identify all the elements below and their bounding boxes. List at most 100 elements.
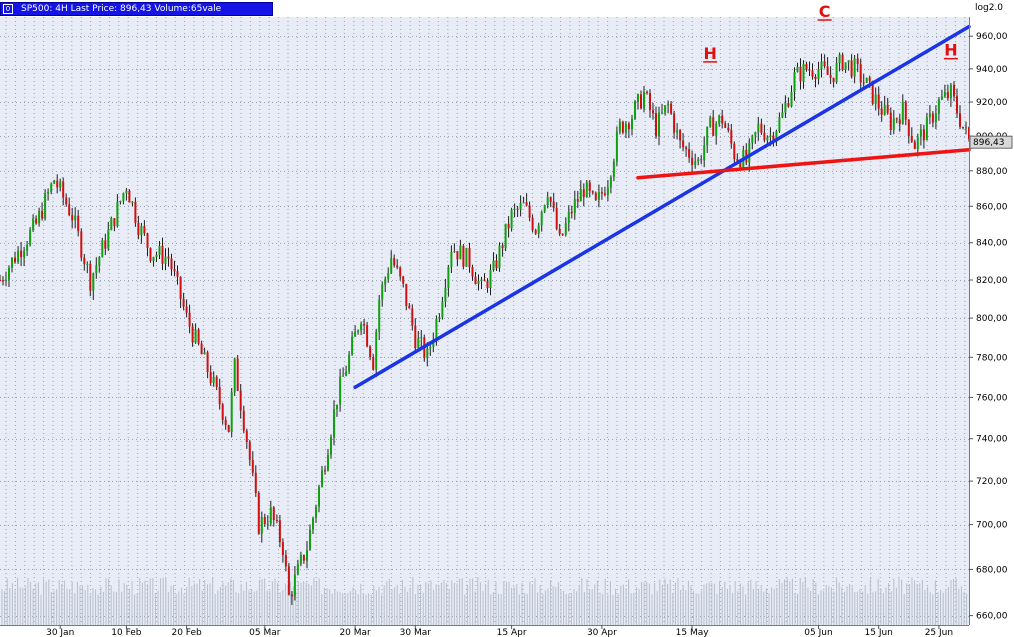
candle-body xyxy=(272,507,275,520)
candle-body xyxy=(387,273,390,279)
trendlines[interactable] xyxy=(353,24,971,390)
candle xyxy=(676,123,679,140)
candle xyxy=(471,264,474,281)
candle xyxy=(56,174,59,194)
candle xyxy=(543,204,546,214)
time-axis[interactable]: 30 Jan 10 Feb 20 Feb 05 Mar 20 Mar 30 Mar 15 A… xyxy=(46,625,953,637)
candle-body xyxy=(965,127,967,129)
candle-body xyxy=(606,187,609,195)
candle xyxy=(757,116,760,141)
candle xyxy=(673,110,676,139)
candle xyxy=(796,62,799,73)
candle xyxy=(62,177,65,206)
candle xyxy=(152,256,155,267)
candle xyxy=(811,63,814,80)
candle-body xyxy=(429,346,432,349)
candle xyxy=(489,264,492,296)
candle-body xyxy=(510,209,513,229)
candle-body xyxy=(315,506,317,519)
candle xyxy=(892,110,895,135)
x-tick-label: 30 Jan xyxy=(46,628,74,637)
candle-body xyxy=(128,190,131,203)
candle xyxy=(170,253,173,276)
candle-body xyxy=(173,269,176,272)
candle-body xyxy=(278,520,281,543)
candle xyxy=(778,112,781,133)
candle-body xyxy=(898,119,901,124)
candle xyxy=(928,105,931,125)
scale-mode-label[interactable]: log2.0 xyxy=(975,3,1004,13)
candle xyxy=(236,355,239,392)
candle xyxy=(956,88,958,118)
candle-body xyxy=(321,470,323,487)
candle xyxy=(167,247,170,267)
candle-body xyxy=(504,223,507,249)
candle-body xyxy=(20,250,23,258)
candle xyxy=(564,217,567,237)
candle-body xyxy=(471,267,474,277)
candle xyxy=(203,347,206,355)
candle xyxy=(814,74,817,88)
candle-body xyxy=(405,283,408,306)
candle-body xyxy=(697,159,700,162)
candle xyxy=(306,541,308,569)
candle-body xyxy=(384,278,387,285)
y-tick-label: 940,00 xyxy=(976,65,1008,75)
candle-body xyxy=(351,336,354,355)
candle xyxy=(441,296,444,320)
trendline xyxy=(353,24,971,390)
y-tick-label: 780,00 xyxy=(976,353,1008,363)
candle xyxy=(721,109,724,129)
candle-body xyxy=(312,518,314,530)
candle xyxy=(706,126,709,153)
candle xyxy=(685,145,688,157)
candle xyxy=(272,506,275,527)
candle xyxy=(501,242,504,257)
candle xyxy=(14,251,16,264)
candle-body xyxy=(706,126,709,146)
candle xyxy=(751,134,754,150)
candle-body xyxy=(540,211,543,226)
candle xyxy=(224,416,227,430)
candle xyxy=(504,223,507,252)
candle-body xyxy=(627,123,630,130)
candle-body xyxy=(402,276,405,284)
candle-body xyxy=(408,306,411,309)
candle xyxy=(555,202,558,231)
candle xyxy=(408,303,411,309)
price-axis[interactable]: 660,00 680,00 700,00 720,00 740,00 760,00 780,… xyxy=(969,32,1008,622)
candle-body xyxy=(844,62,847,70)
candle-body xyxy=(558,228,561,234)
candle-body xyxy=(453,251,456,253)
candle-body xyxy=(89,263,92,291)
candle xyxy=(546,191,549,209)
candle xyxy=(498,242,501,272)
candle-body xyxy=(59,181,62,188)
candle-body xyxy=(92,273,95,291)
candle xyxy=(417,331,420,349)
candle xyxy=(576,191,579,209)
candle xyxy=(856,53,859,72)
candle xyxy=(140,222,143,244)
candle xyxy=(197,327,200,346)
candle-body xyxy=(757,123,760,133)
candle-body xyxy=(907,119,910,136)
candle-body xyxy=(333,409,335,438)
chart-title-strip[interactable]: 0 SP500: 4H Last Price: 896,43 Volume:65… xyxy=(0,2,273,16)
candle xyxy=(507,216,510,238)
candle xyxy=(880,101,883,122)
candle xyxy=(703,136,706,168)
candle xyxy=(86,261,89,274)
candle xyxy=(904,100,907,126)
candle-body xyxy=(29,229,32,245)
candle xyxy=(910,127,913,143)
candle-body xyxy=(498,245,501,269)
candle xyxy=(242,405,245,434)
window-box-icon[interactable]: 0 xyxy=(3,4,13,14)
candle-body xyxy=(35,218,38,224)
candle-body xyxy=(65,197,68,205)
candle xyxy=(486,278,489,293)
candle xyxy=(251,451,254,477)
candle-body xyxy=(182,298,185,307)
